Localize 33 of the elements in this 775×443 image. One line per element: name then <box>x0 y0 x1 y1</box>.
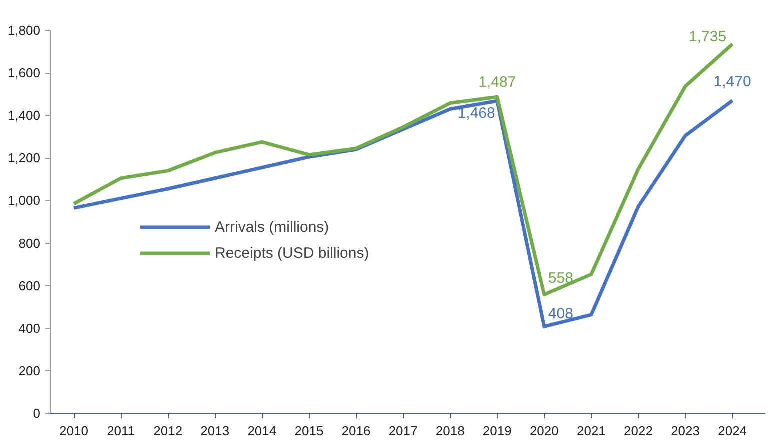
y-tick-label: 1,200 <box>8 150 41 166</box>
data-label: 558 <box>548 270 574 287</box>
data-label: 1,487 <box>478 74 516 92</box>
data-label: 408 <box>548 306 574 323</box>
y-tick-label: 1,400 <box>8 108 41 124</box>
x-tick-label: 2011 <box>107 424 136 438</box>
x-tick-label: 2013 <box>200 424 230 438</box>
y-tick-label: 200 <box>18 363 41 378</box>
x-tick-label: 2022 <box>624 424 653 438</box>
x-tick-label: 2024 <box>718 424 748 438</box>
y-tick-label: 400 <box>18 320 41 336</box>
x-tick-label: 2016 <box>342 424 371 438</box>
y-tick-label: 1,800 <box>8 23 41 38</box>
x-tick-label: 2018 <box>436 424 465 438</box>
x-tick-label: 2020 <box>530 424 559 438</box>
y-tick-label: 1,000 <box>8 193 41 208</box>
legend-label: Receipts (USD billions) <box>215 244 370 262</box>
legend-label: Arrivals (millions) <box>215 218 330 236</box>
y-tick-label: 0 <box>33 406 41 421</box>
data-label: 1,735 <box>689 28 727 46</box>
y-tick-label: 1,600 <box>8 66 41 81</box>
x-tick-label: 2010 <box>60 424 88 438</box>
x-tick-label: 2017 <box>388 424 418 438</box>
x-tick-label: 2015 <box>294 424 324 438</box>
data-label: 1,468 <box>458 105 496 122</box>
x-tick-label: 2021 <box>576 424 606 438</box>
y-tick-label: 800 <box>18 236 41 251</box>
x-tick-label: 2019 <box>482 424 512 438</box>
x-tick-label: 2014 <box>248 424 277 438</box>
y-tick-label: 600 <box>18 278 41 294</box>
x-tick-label: 2012 <box>154 424 183 438</box>
x-tick-label: 2023 <box>671 424 700 438</box>
data-label: 1,470 <box>714 74 752 91</box>
